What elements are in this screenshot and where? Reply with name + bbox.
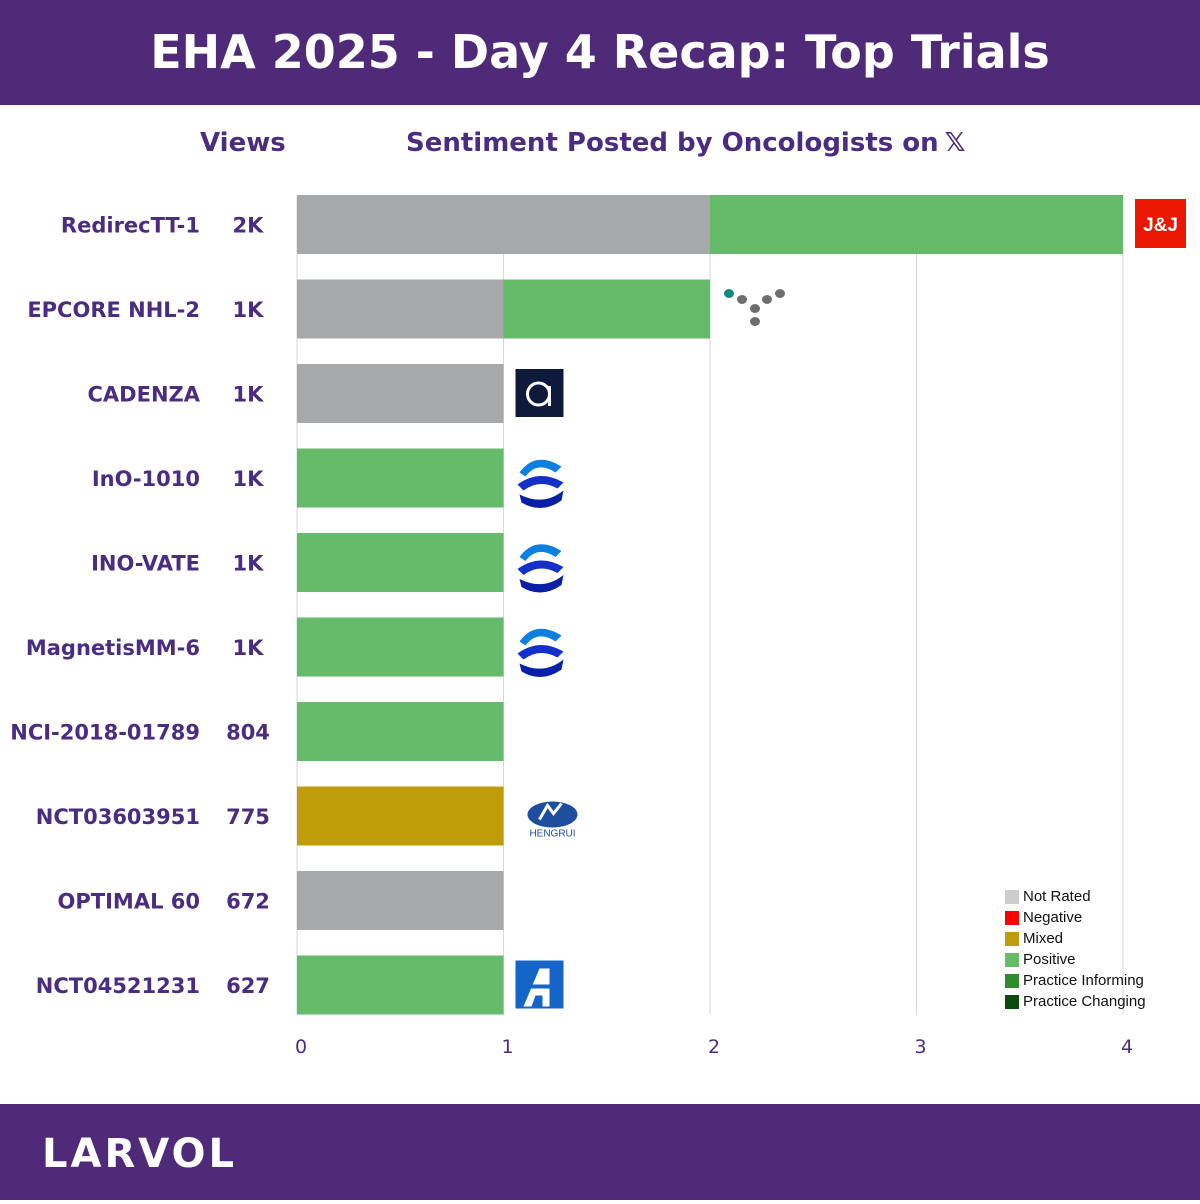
trial-label: NCT03603951 bbox=[36, 805, 200, 829]
logo-text: J&J bbox=[1143, 215, 1178, 236]
trial-label: RedirecTT-1 bbox=[61, 214, 200, 238]
logo-shape bbox=[519, 459, 562, 477]
x-tick-label: 1 bbox=[501, 1036, 513, 1058]
bar-segment bbox=[297, 533, 504, 592]
trial-label: MagnetisMM-6 bbox=[26, 636, 200, 660]
ascentage-logo-icon bbox=[515, 960, 564, 1009]
x-tick-label: 4 bbox=[1121, 1036, 1133, 1058]
logo-shape bbox=[519, 628, 562, 646]
bar-segment bbox=[297, 955, 504, 1015]
logo-dot bbox=[762, 295, 772, 304]
bar-segment bbox=[297, 279, 504, 339]
views-value: 2K bbox=[233, 214, 265, 238]
legend-swatch bbox=[1005, 994, 1019, 1009]
views-value: 627 bbox=[226, 974, 270, 998]
header-banner: EHA 2025 - Day 4 Recap: Top Trials bbox=[0, 0, 1200, 105]
logo-text: HENGRUI bbox=[529, 829, 575, 840]
larvol-logo: LARVOL bbox=[42, 1131, 237, 1177]
genmab-logo-icon bbox=[724, 289, 785, 326]
views-value: 775 bbox=[226, 805, 270, 829]
legend-label: Positive bbox=[1023, 951, 1076, 968]
legend-swatch bbox=[1005, 952, 1019, 967]
jnj-logo-icon: J&J bbox=[1135, 199, 1186, 248]
logo-shape bbox=[1135, 199, 1186, 248]
legend-item: Practice Changing bbox=[1005, 991, 1185, 1012]
chart-legend: Not Rated Negative Mixed Positive Practice I… bbox=[1005, 886, 1185, 1012]
legend-swatch bbox=[1005, 931, 1019, 946]
pfizer-logo-icon bbox=[517, 544, 564, 593]
x-tick-label: 0 bbox=[295, 1036, 307, 1058]
logo-shape bbox=[538, 802, 563, 821]
bar-segment bbox=[503, 279, 710, 339]
logo-shape bbox=[519, 659, 564, 678]
trial-label: NCI-2018-01789 bbox=[10, 721, 200, 745]
legend-item: Practice Informing bbox=[1005, 970, 1185, 991]
logo-dot bbox=[750, 317, 760, 326]
views-value: 1K bbox=[233, 467, 265, 491]
pfizer-logo-icon bbox=[517, 459, 564, 509]
x-tick-label: 3 bbox=[914, 1036, 926, 1058]
legend-label: Practice Informing bbox=[1023, 972, 1144, 989]
views-value: 1K bbox=[233, 636, 265, 660]
x-logo-icon: 𝕏 bbox=[944, 128, 966, 158]
autolus-logo-icon bbox=[515, 369, 564, 417]
sentiment-bar-chart: 0 1 2 3 4 RedirecTT-1 2K J&J EPCORE NHL-2 1K CADEN… bbox=[10, 195, 1186, 1058]
sentiment-column-header: Sentiment Posted by Oncologists on 𝕏 bbox=[406, 128, 966, 158]
logo-shape bbox=[517, 475, 564, 491]
views-value: 1K bbox=[233, 552, 265, 576]
bar-segment bbox=[710, 195, 1123, 254]
logo-shape bbox=[517, 644, 564, 660]
bar-segment bbox=[297, 617, 504, 677]
logo-shape bbox=[517, 560, 564, 575]
legend-label: Negative bbox=[1023, 909, 1083, 926]
bar-segment bbox=[297, 871, 504, 930]
logo-shape bbox=[519, 575, 564, 593]
legend-item: Negative bbox=[1005, 907, 1185, 928]
x-tick-label: 2 bbox=[708, 1036, 720, 1058]
logo-shape bbox=[515, 369, 564, 417]
legend-swatch bbox=[1005, 973, 1019, 988]
bar-segment bbox=[297, 364, 504, 423]
views-column-header: Views bbox=[200, 128, 286, 158]
logo-shape bbox=[519, 544, 562, 561]
trial-label: INO-VATE bbox=[91, 552, 200, 576]
logo-dot bbox=[775, 289, 785, 298]
trial-label: OPTIMAL 60 bbox=[58, 890, 200, 914]
views-value: 1K bbox=[233, 298, 265, 322]
legend-label: Mixed bbox=[1023, 930, 1064, 947]
pfizer-logo-icon bbox=[517, 628, 564, 678]
logo-shape bbox=[517, 984, 562, 989]
views-value: 1K bbox=[233, 383, 265, 407]
views-value: 804 bbox=[226, 721, 270, 745]
views-value: 672 bbox=[226, 890, 270, 914]
trial-label: CADENZA bbox=[88, 383, 201, 407]
legend-swatch bbox=[1005, 889, 1019, 904]
logo-shape bbox=[519, 490, 564, 509]
legend-item: Not Rated bbox=[1005, 886, 1185, 907]
bar-segment bbox=[297, 448, 504, 508]
footer-banner: LARVOL bbox=[0, 1104, 1200, 1200]
bar-segment bbox=[297, 786, 504, 846]
logo-dot bbox=[724, 289, 734, 298]
legend-swatch bbox=[1005, 910, 1019, 925]
trial-label: InO-1010 bbox=[92, 467, 200, 491]
bar-segment bbox=[297, 702, 504, 761]
hengrui-logo-icon: HENGRUI bbox=[527, 801, 578, 840]
legend-label: Practice Changing bbox=[1023, 993, 1146, 1010]
trial-label: NCT04521231 bbox=[36, 974, 200, 998]
legend-item: Mixed bbox=[1005, 928, 1185, 949]
sentiment-header-text: Sentiment Posted by Oncologists on bbox=[406, 128, 939, 158]
logo-dot bbox=[737, 295, 747, 304]
trial-label: EPCORE NHL-2 bbox=[27, 298, 200, 322]
legend-item: Positive bbox=[1005, 949, 1185, 970]
logo-dot bbox=[750, 304, 760, 313]
legend-label: Not Rated bbox=[1023, 888, 1091, 905]
bar-segment bbox=[297, 195, 710, 254]
page-title: EHA 2025 - Day 4 Recap: Top Trials bbox=[150, 25, 1050, 79]
